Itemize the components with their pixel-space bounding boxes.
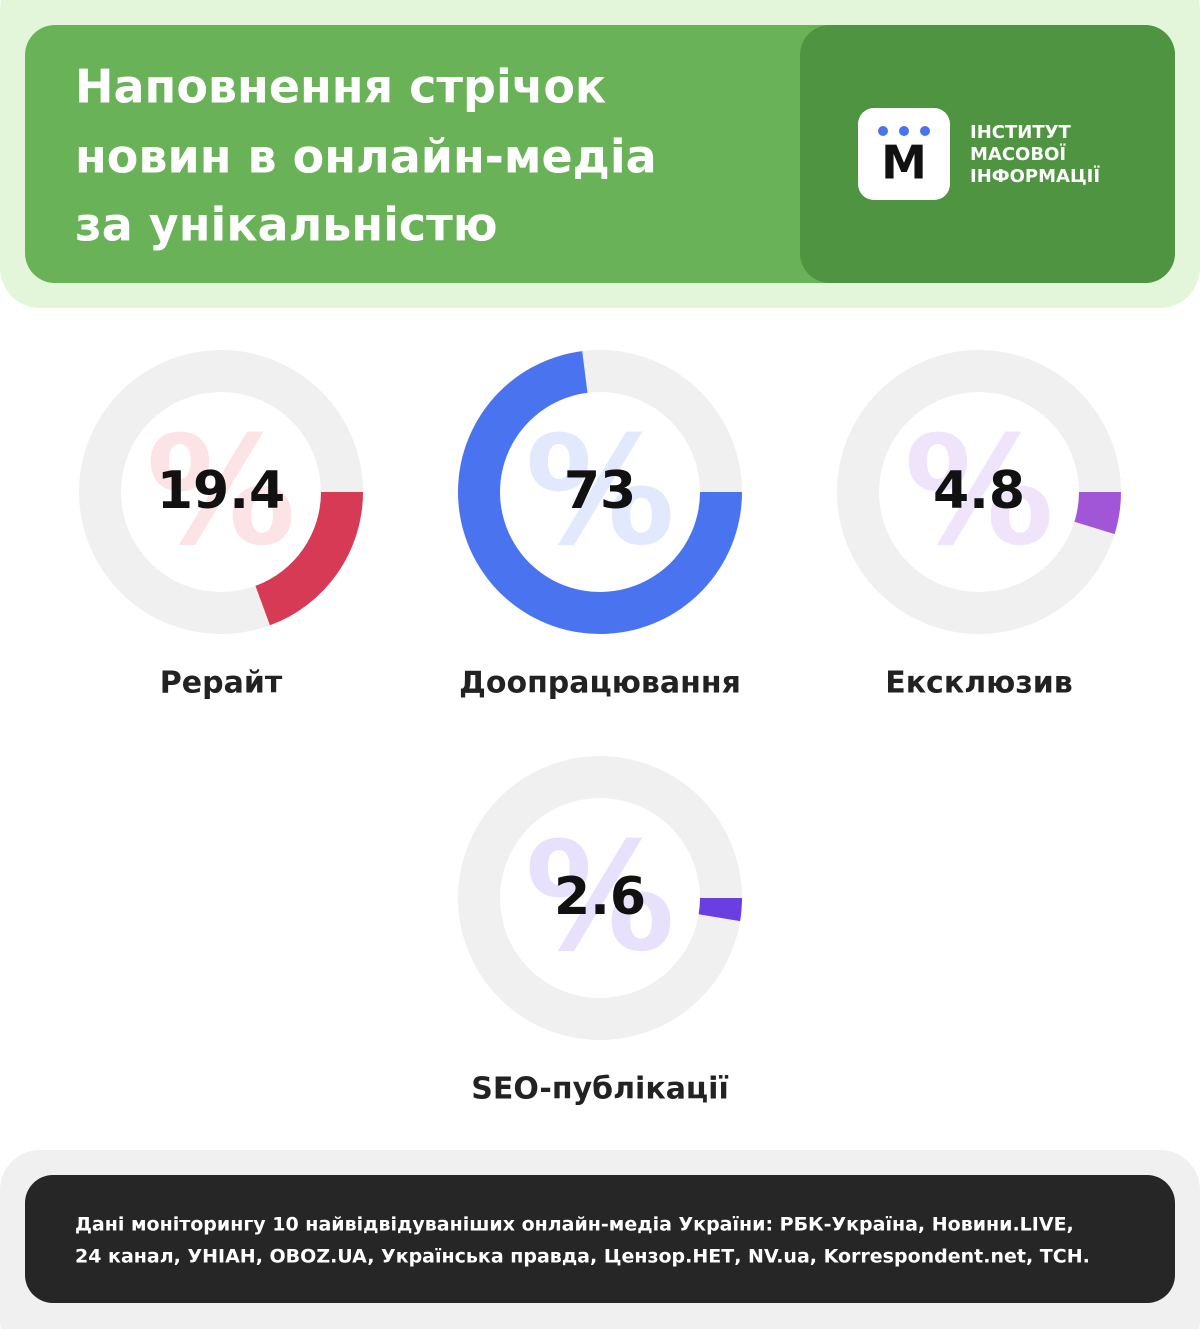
- donut-arc: [255, 492, 363, 626]
- logo-text: ІНФОРМАЦІЇ: [970, 165, 1100, 187]
- footer-panel: [25, 1175, 1175, 1303]
- value-label: 2.6: [554, 867, 646, 927]
- donut-label: Рерайт: [160, 666, 283, 701]
- title: за унікальністю: [75, 198, 498, 252]
- title: новин в онлайн-медіа: [75, 130, 657, 184]
- logo-dot: [878, 126, 888, 136]
- donut-label: Доопрацювання: [459, 666, 741, 701]
- logo-panel: [800, 25, 1175, 283]
- donut-label: Ексклюзив: [885, 666, 1073, 701]
- donut-arc: [698, 898, 742, 922]
- value-label: 4.8: [933, 461, 1025, 521]
- footer-text: Дані моніторингу 10 найвідвідуваніших он…: [75, 1214, 1074, 1236]
- percent-symbol: %: [525, 405, 675, 579]
- logo-dot: [920, 126, 930, 136]
- donut-label: SEO-публікації: [471, 1072, 729, 1107]
- title: Наповнення стрічок: [75, 60, 606, 114]
- percent-symbol: %: [525, 811, 675, 985]
- logo-text: ІНСТИТУТ: [970, 122, 1071, 143]
- logo-mark: М: [881, 136, 927, 190]
- percent-symbol: %: [904, 405, 1054, 579]
- percent-symbol: %: [146, 405, 296, 579]
- value-label: 19.4: [157, 461, 285, 521]
- donut-arc: [457, 351, 742, 634]
- value-label: 73: [564, 461, 636, 521]
- logo-text: МАСОВОЇ: [970, 143, 1066, 165]
- footer-text: 24 канал, УНІАН, OBOZ.UA, Українська пра…: [75, 1246, 1090, 1268]
- donut-arc: [1074, 492, 1121, 535]
- logo-dot: [899, 126, 909, 136]
